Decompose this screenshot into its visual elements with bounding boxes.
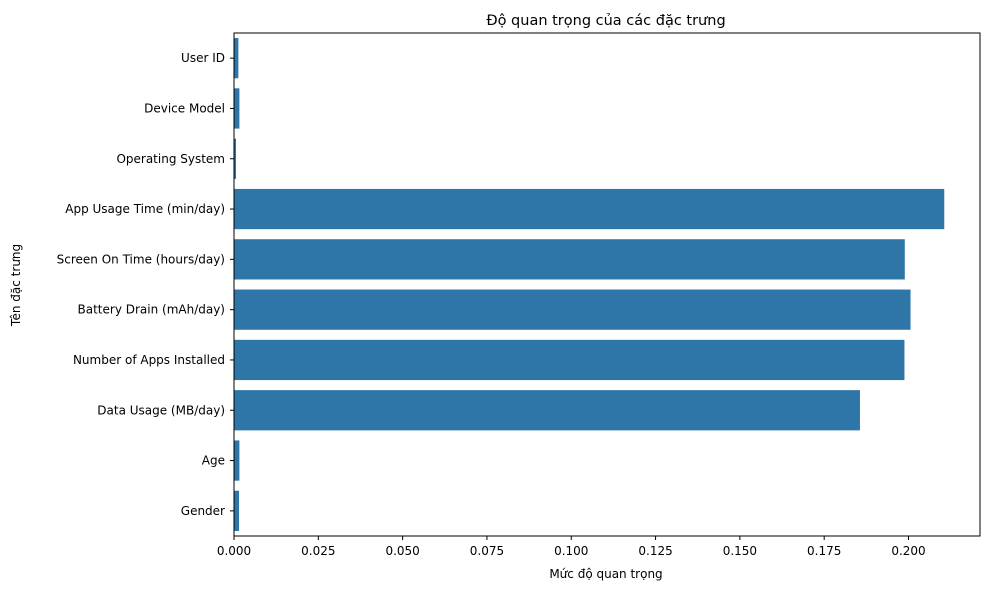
x-tick-label: 0.200: [891, 544, 925, 558]
y-tick-label-user-id: User ID: [181, 51, 225, 65]
plot-frame: [233, 32, 981, 537]
x-tick-label: 0.125: [638, 544, 672, 558]
bar-device-model: [234, 88, 240, 129]
y-tick-label-app-usage-time-min-day: App Usage Time (min/day): [65, 202, 225, 216]
bar-operating-system: [234, 138, 237, 179]
y-tick-label-screen-on-time-hours-day: Screen On Time (hours/day): [57, 252, 225, 266]
y-axis: User ID Device Model Operating System App U…: [57, 51, 234, 518]
y-tick-label-operating-system: Operating System: [116, 152, 225, 166]
bar-gender: [234, 490, 240, 531]
x-axis: 0.000 0.025 0.050 0.075 0.100 0.125 0.150 0.175…: [217, 536, 926, 558]
x-axis-label: Mức độ quan trọng: [549, 567, 662, 581]
x-tick-label: 0.100: [554, 544, 588, 558]
x-tick-label: 0.025: [301, 544, 335, 558]
bar-age: [234, 440, 240, 481]
bar-number-of-apps-installed: [234, 339, 905, 381]
x-tick-label: 0.175: [807, 544, 841, 558]
bars-group: [234, 38, 945, 531]
y-axis-label: Tên đặc trưng: [9, 244, 23, 327]
bar-user-id: [234, 38, 239, 79]
y-tick-label-battery-drain-mah-day: Battery Drain (mAh/day): [78, 303, 226, 317]
x-tick-label: 0.050: [385, 544, 419, 558]
x-tick-label: 0.075: [470, 544, 504, 558]
x-tick-label: 0.000: [217, 544, 251, 558]
bar-data-usage-mb-day: [234, 390, 860, 431]
chart-title: Độ quan trọng của các đặc trưng: [486, 13, 725, 29]
y-tick-label-gender: Gender: [181, 504, 225, 518]
bar-battery-drain-mah-day: [234, 289, 911, 330]
y-tick-label-device-model: Device Model: [144, 101, 225, 115]
y-tick-label-data-usage-mb-day: Data Usage (MB/day): [97, 403, 225, 417]
y-tick-label-age: Age: [202, 454, 225, 468]
x-tick-label: 0.150: [723, 544, 757, 558]
bar-app-usage-time-min-day: [234, 188, 945, 230]
y-tick-label-number-of-apps-installed: Number of Apps Installed: [73, 353, 225, 367]
bar-screen-on-time-hours-day: [234, 239, 905, 280]
